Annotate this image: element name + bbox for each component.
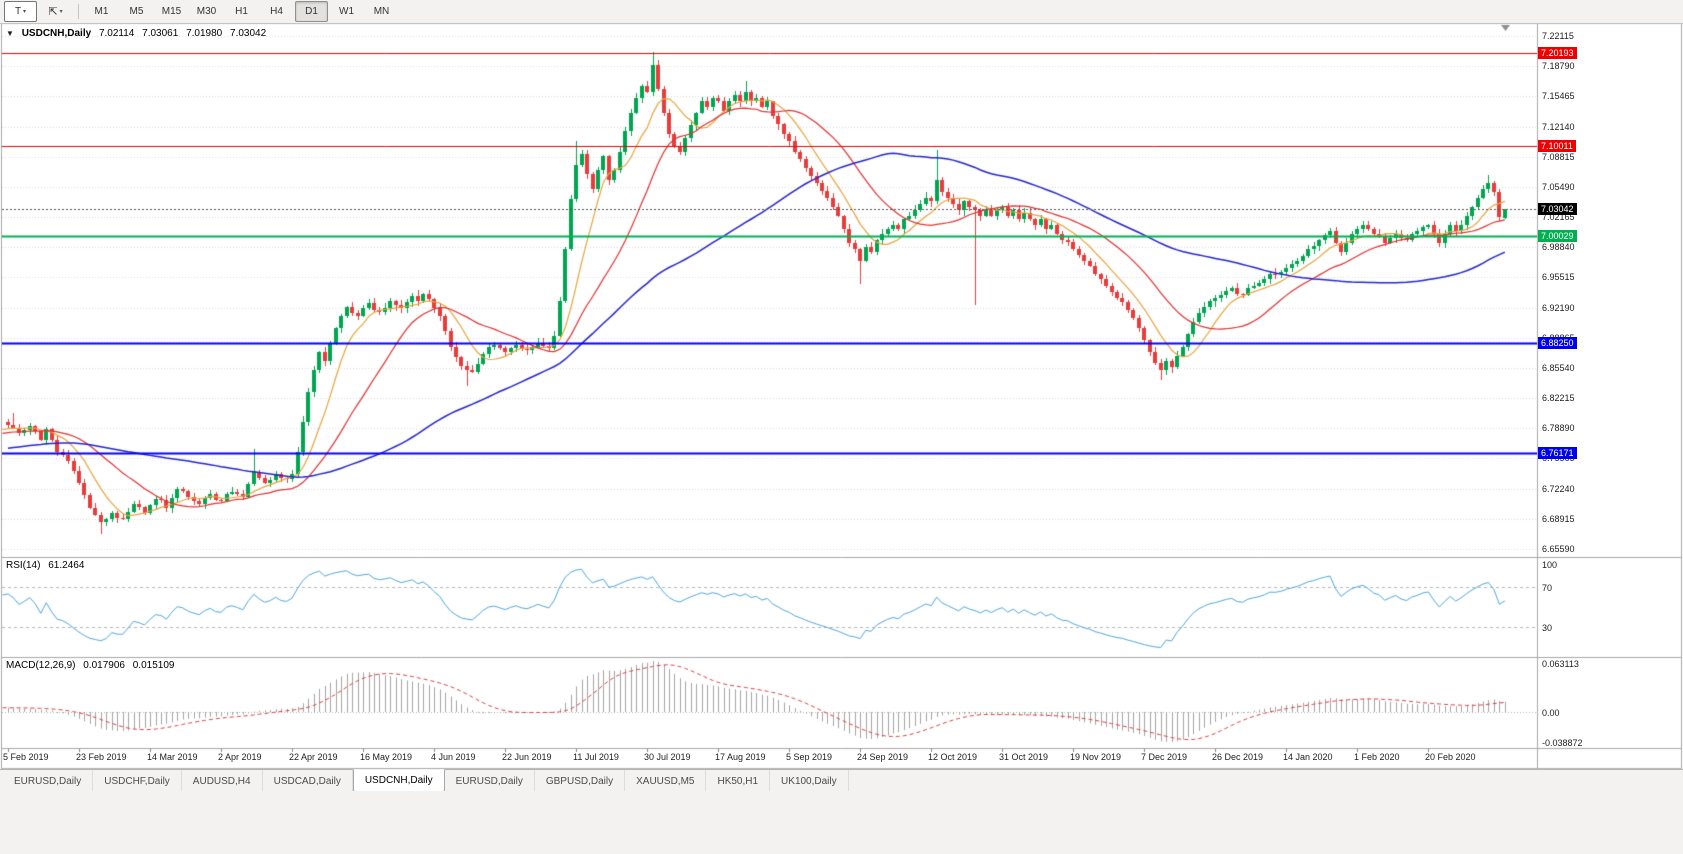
chart-tabs-bar: EURUSD,Daily USDCHF,Daily AUDUSD,H4 USDCAD,… xyxy=(0,769,1683,792)
timeframe-button-W1[interactable]: W1 xyxy=(339,6,354,17)
price-level-badge: 6.76171 xyxy=(1538,446,1577,459)
y-axis-tick: 6.68915 xyxy=(1542,513,1575,524)
macd-axis-label: -0.038872 xyxy=(1542,738,1583,749)
price-level-badge: 7.10011 xyxy=(1538,139,1576,152)
macd-axis-label: 0.00 xyxy=(1542,708,1560,718)
timeframe-button-H1[interactable]: H1 xyxy=(235,6,248,17)
chart-tab-USDCAD-Daily[interactable]: USDCAD,Daily xyxy=(263,770,353,792)
y-axis-tick: 7.02165 xyxy=(1542,212,1575,223)
cursor-tool-button[interactable]: ⇱ ▾ xyxy=(39,1,72,22)
quick-trade-triangle-icon: ▼ xyxy=(6,29,14,38)
rsi-axis-label: 100 xyxy=(1542,560,1558,570)
x-axis-label: 20 Feb 2020 xyxy=(1425,752,1476,762)
x-axis-label: 14 Jan 2020 xyxy=(1283,752,1333,762)
price-level-badge: 7.03042 xyxy=(1538,203,1577,216)
price-level-badge: 7.20193 xyxy=(1538,47,1577,60)
toolbar-separator xyxy=(78,4,79,19)
price-level-badge: 7.00029 xyxy=(1538,230,1577,243)
price-level-badge: 6.88250 xyxy=(1538,337,1577,350)
x-axis-label: 23 Feb 2019 xyxy=(76,752,127,762)
timeframe-button-H4[interactable]: H4 xyxy=(270,6,283,17)
y-axis-tick: 6.85540 xyxy=(1542,362,1575,373)
x-axis-label: 2 Apr 2019 xyxy=(218,752,262,762)
price-scale[interactable]: 7.22115 7.18790 7.15465 7.12140 7.08815 7.054… xyxy=(1538,0,1683,769)
y-axis-tick: 6.82215 xyxy=(1542,393,1575,404)
ohlc-low: 7.01980 xyxy=(186,28,223,39)
rsi-axis-label: 70 xyxy=(1542,583,1553,594)
y-axis-tick: 7.08815 xyxy=(1542,151,1575,162)
rsi-axis-label: 30 xyxy=(1542,622,1553,633)
x-axis-label: 26 Dec 2019 xyxy=(1212,752,1264,762)
symbol-title: USDCNH,Daily xyxy=(21,28,92,39)
chart-tab-EURUSD-Daily[interactable]: EURUSD,Daily xyxy=(3,770,94,792)
time-scale[interactable]: 5 Feb 2019 23 Feb 2019 14 Mar 2019 2 Apr 20… xyxy=(0,751,1537,766)
chart-tab-GBPUSD-Daily[interactable]: GBPUSD,Daily xyxy=(535,770,626,792)
macd-axis-label: 0.063113 xyxy=(1542,659,1579,670)
x-axis-label: 30 Jul 2019 xyxy=(644,752,691,762)
x-axis-label: 24 Sep 2019 xyxy=(857,752,909,762)
chart-tab-USDCHF-Daily[interactable]: USDCHF,Daily xyxy=(93,770,182,792)
x-axis-label: 31 Oct 2019 xyxy=(999,752,1049,762)
chart-title: ▼ USDCNH,Daily 7.02114 7.03061 7.01980 7… xyxy=(6,28,271,39)
timeframe-group: M1 M5 M15 M30 H1 H4 D1 W1 MN xyxy=(84,1,399,22)
x-axis-label: 17 Aug 2019 xyxy=(715,752,766,762)
macd-value-main: 0.017906 xyxy=(83,660,125,671)
ohlc-open: 7.02114 xyxy=(98,28,135,39)
cursor-icon: ⇱ xyxy=(48,6,58,18)
y-axis-tick: 6.65590 xyxy=(1542,544,1575,554)
y-axis-tick: 6.92190 xyxy=(1542,302,1575,313)
rsi-label: RSI(14) xyxy=(6,560,41,571)
timeframe-button-M30[interactable]: M30 xyxy=(196,6,217,17)
x-axis-label: 14 Mar 2019 xyxy=(147,752,198,762)
rsi-indicator-label: RSI(14) 61.2464 xyxy=(6,560,89,571)
timeframe-button-M1[interactable]: M1 xyxy=(94,6,109,17)
timeframe-button-MN[interactable]: MN xyxy=(373,6,390,17)
x-axis-label: 22 Jun 2019 xyxy=(502,752,552,762)
x-axis-label: 12 Oct 2019 xyxy=(928,752,978,762)
macd-value-signal: 0.015109 xyxy=(132,660,175,671)
ohlc-high: 7.03061 xyxy=(142,28,179,39)
x-axis-label: 16 May 2019 xyxy=(360,752,413,762)
x-axis-label: 1 Feb 2020 xyxy=(1354,752,1400,762)
timeframe-button-D1[interactable]: D1 xyxy=(295,1,328,22)
x-axis-label: 22 Apr 2019 xyxy=(289,752,338,762)
status-area xyxy=(0,791,1683,854)
chart-tab-USDCNH-Daily[interactable]: USDCNH,Daily xyxy=(352,769,445,792)
chevron-down-icon: ▾ xyxy=(23,9,27,15)
chart-tab-XAUUSD-M5[interactable]: XAUUSD,M5 xyxy=(625,770,707,792)
y-axis-tick: 7.15465 xyxy=(1542,91,1575,102)
y-axis-tick: 7.18790 xyxy=(1542,61,1575,72)
y-axis-tick: 6.78890 xyxy=(1542,423,1575,434)
macd-label: MACD(12,26,9) xyxy=(6,660,76,671)
timeframe-button-M15[interactable]: M15 xyxy=(161,6,182,17)
x-axis-label: 4 Jun 2019 xyxy=(431,752,476,762)
y-axis-tick: 6.95515 xyxy=(1542,272,1575,283)
y-axis-tick: 7.22115 xyxy=(1542,31,1574,41)
timeframe-button-M5[interactable]: M5 xyxy=(129,6,144,17)
y-axis-tick: 6.72240 xyxy=(1542,483,1575,494)
chevron-down-icon: ▾ xyxy=(59,9,63,15)
chart-tab-EURUSD-Daily[interactable]: EURUSD,Daily xyxy=(445,770,535,792)
ohlc-close: 7.03042 xyxy=(230,28,267,39)
chart-tab-UK100-Daily[interactable]: UK100,Daily xyxy=(770,770,849,792)
main-toolbar: T ▾ ⇱ ▾ M1 M5 M15 M30 H1 H4 D1 W1 MN xyxy=(0,0,1683,24)
x-axis-label: 5 Sep 2019 xyxy=(786,752,833,762)
y-axis-tick: 7.12140 xyxy=(1542,121,1575,132)
x-axis-label: 5 Feb 2019 xyxy=(3,752,49,762)
x-axis-label: 7 Dec 2019 xyxy=(1141,752,1188,762)
chart-tab-HK50-H1[interactable]: HK50,H1 xyxy=(706,770,771,792)
chart-type-button[interactable]: T ▾ xyxy=(4,1,37,22)
chart-tab-AUDUSD-H4[interactable]: AUDUSD,H4 xyxy=(182,770,263,792)
chart-type-label: T xyxy=(14,6,22,17)
x-axis-label: 11 Jul 2019 xyxy=(573,752,619,762)
y-axis-tick: 6.98840 xyxy=(1542,242,1575,253)
rsi-value: 61.2464 xyxy=(48,560,85,571)
macd-indicator-label: MACD(12,26,9) 0.017906 0.015109 xyxy=(6,660,179,671)
y-axis-tick: 7.05490 xyxy=(1542,181,1575,192)
x-axis-label: 19 Nov 2019 xyxy=(1070,752,1122,762)
